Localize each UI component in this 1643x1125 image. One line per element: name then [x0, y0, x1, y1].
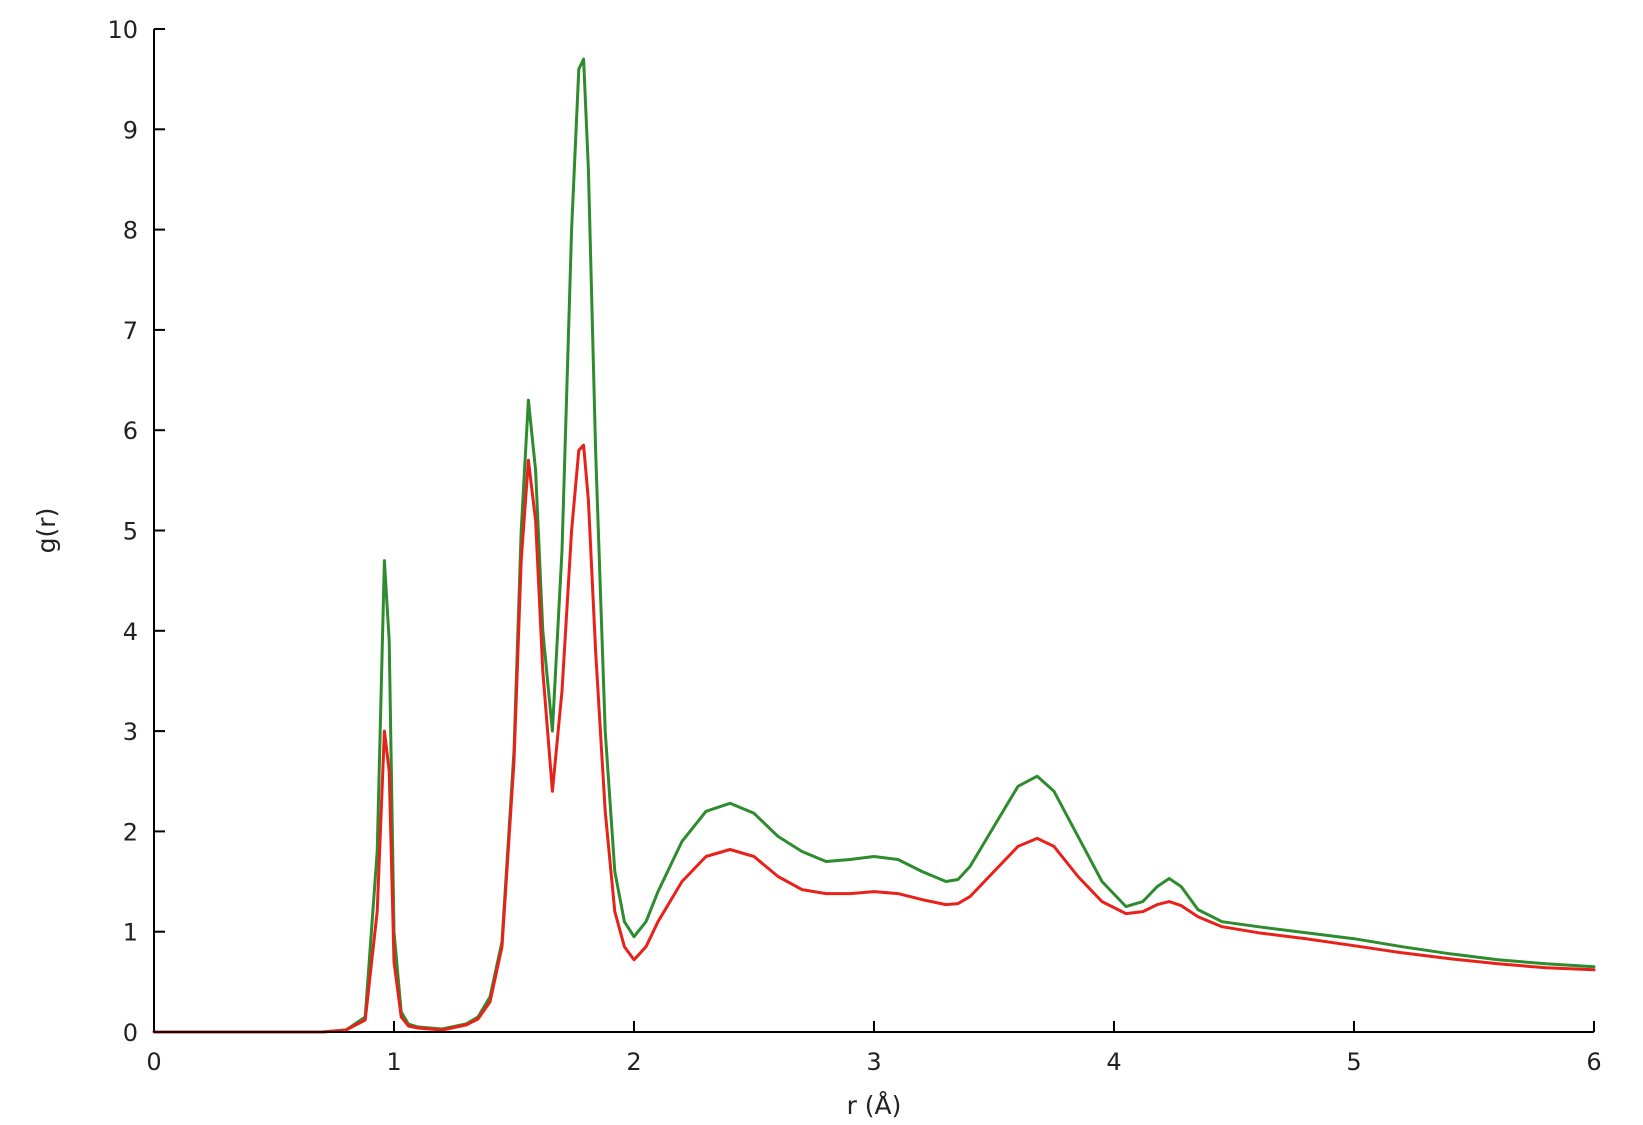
y-tick-label: 10	[107, 16, 138, 44]
x-tick-label: 1	[386, 1048, 401, 1076]
y-tick-label: 7	[123, 317, 138, 345]
y-tick-label: 3	[123, 718, 138, 746]
series-line-2	[152, 443, 1596, 1034]
y-tick-label: 8	[123, 217, 138, 245]
y-tick-label: 9	[123, 116, 138, 144]
series-layer	[152, 57, 1596, 1034]
x-tick-label: 5	[1346, 1048, 1361, 1076]
y-tick-label: 1	[123, 919, 138, 947]
series-line-1	[152, 57, 1596, 1034]
x-tick-label: 2	[626, 1048, 641, 1076]
y-axis-label: g(r)	[32, 508, 61, 554]
y-tick-label: 2	[123, 818, 138, 846]
y-tick-label: 5	[123, 518, 138, 546]
x-tick-label: 6	[1586, 1048, 1601, 1076]
x-tick-label: 0	[146, 1048, 161, 1076]
y-tick-label: 6	[123, 417, 138, 445]
y-tick-label: 4	[123, 618, 138, 646]
x-tick-label: 4	[1106, 1048, 1121, 1076]
y-tick-label: 0	[123, 1019, 138, 1047]
axes-layer: 0 1 2 3 4 5 6 0 1 2 3 4 5 6 7 8 9 10	[107, 16, 1601, 1076]
x-axis-label: r (Å)	[847, 1091, 902, 1120]
x-tick-label: 3	[866, 1048, 881, 1076]
